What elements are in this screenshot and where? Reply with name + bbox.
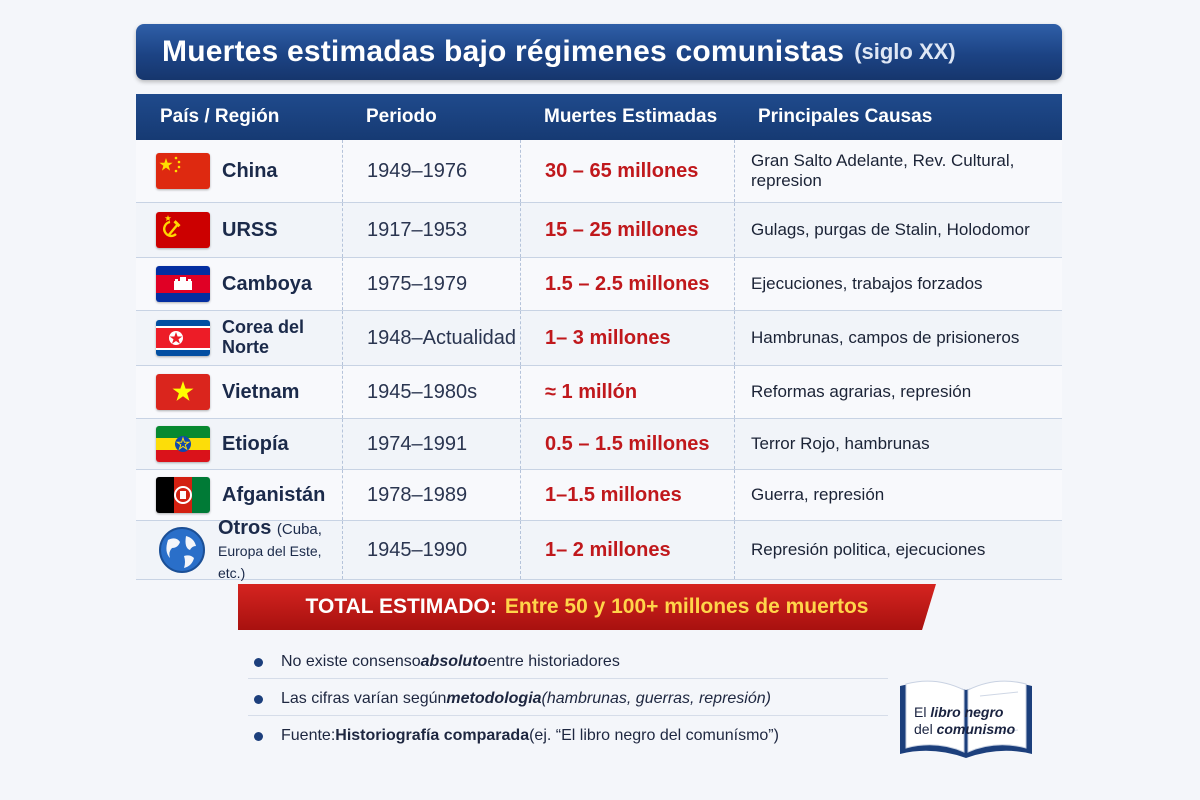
table-row: Camboya 1975–1979 1.5 – 2.5 millones Eje…: [136, 258, 1062, 311]
causes-value: Represión politica, ejecuciones: [751, 539, 986, 559]
bullet-icon: [254, 731, 263, 741]
country-name: Vietnam: [222, 381, 300, 403]
country-name: Afganistán: [222, 484, 326, 506]
note-emphasis: metodologia: [446, 690, 542, 707]
period-value: 1917–1953: [367, 218, 468, 241]
list-item: Las cifras varían según metodologia (ham…: [248, 683, 888, 716]
note-text: Fuente:: [281, 727, 336, 744]
period-value: 1978–1989: [367, 483, 468, 506]
causes-value: Gran Salto Adelante, Rev. Cultural, repr…: [751, 150, 1015, 190]
table-row: Etiopía 1974–1991 0.5 – 1.5 millones Ter…: [136, 419, 1062, 470]
country-name: URSS: [222, 219, 278, 241]
deaths-value: 1– 3 millones: [545, 326, 671, 349]
book-icon: El libro negro del comunismo: [896, 676, 1036, 764]
deaths-value: 1.5 – 2.5 millones: [545, 272, 710, 295]
period-value: 1975–1979: [367, 272, 468, 295]
causes-value: Terror Rojo, hambrunas: [751, 433, 930, 453]
page-title: Muertes estimadas bajo régimenes comunis…: [162, 35, 845, 68]
country-name: China: [222, 160, 278, 182]
bullet-icon: [254, 657, 263, 667]
note-text: No existe consenso: [281, 653, 421, 670]
table-row: Afganistán 1978–1989 1–1.5 millones Guer…: [136, 470, 1062, 521]
notes-list: No existe consenso absoluto entre histor…: [248, 646, 888, 756]
country-name-sub: (Cuba,: [276, 521, 322, 538]
table-row: URSS 1917–1953 15 – 25 millones Gulags, …: [136, 203, 1062, 258]
deaths-value: 1– 2 millones: [545, 538, 671, 561]
note-emphasis: absoluto: [420, 653, 488, 670]
header-period: Periodo: [366, 106, 437, 127]
note-text-end: entre historiadores: [487, 653, 620, 670]
deaths-value: 1–1.5 millones: [545, 483, 682, 506]
period-value: 1945–1980s: [367, 380, 478, 403]
deaths-value: ≈ 1 millón: [545, 380, 638, 403]
deaths-value: 15 – 25 millones: [545, 218, 699, 241]
period-value: 1949–1976: [367, 159, 468, 182]
note-text: Las cifras varían según: [281, 690, 447, 707]
causes-value: Ejecuciones, trabajos forzados: [751, 273, 983, 293]
book-title-line1: El: [914, 704, 931, 720]
book-title-em1: libro negro: [930, 704, 1004, 720]
header-deaths: Muertes Estimadas: [544, 106, 718, 127]
period-value: 1945–1990: [367, 538, 468, 561]
country-name: Corea del Norte: [222, 317, 305, 357]
north-korea-flag-icon: [156, 320, 210, 356]
country-name: Etiopía: [222, 433, 289, 455]
table-body: China 1949–1976 30 – 65 millones Gran Sa…: [136, 140, 1062, 581]
causes-value: Gulags, purgas de Stalin, Holodomor: [751, 219, 1030, 239]
cambodia-flag-icon: [156, 266, 210, 302]
table-row: Vietnam 1945–1980s ≈ 1 millón Reformas a…: [136, 366, 1062, 419]
deaths-value: 0.5 – 1.5 millones: [545, 432, 710, 455]
causes-value: Hambrunas, campos de prisioneros: [751, 327, 1020, 347]
country-name: Camboya: [222, 273, 313, 295]
country-name-main: Otros: [218, 517, 272, 539]
total-label: TOTAL ESTIMADO:: [305, 595, 497, 618]
afghanistan-flag-icon: [156, 477, 210, 513]
vietnam-flag-icon: [156, 374, 210, 410]
list-item: No existe consenso absoluto entre histor…: [248, 646, 888, 679]
header-causes: Principales Causas: [758, 106, 933, 127]
causes-value: Reformas agrarias, represión: [751, 381, 972, 401]
ussr-flag-icon: [156, 212, 210, 248]
note-emphasis: Historiografía comparada: [335, 727, 530, 744]
note-text-end: (ej. “El libro negro del comunísmo”): [529, 727, 779, 744]
table-row: Corea del Norte 1948–Actualidad 1– 3 mil…: [136, 311, 1062, 366]
bullet-icon: [254, 694, 263, 704]
deaths-table: País / Región Periodo Muertes Estimadas …: [136, 94, 1062, 581]
globe-icon: [158, 526, 206, 574]
period-value: 1948–Actualidad: [367, 326, 517, 349]
country-name: Otros (Cuba, Europa del Este, etc.): [218, 517, 342, 583]
total-value: Entre 50 y 100+ millones de muertos: [504, 595, 869, 618]
table-row: Otros (Cuba, Europa del Este, etc.) 1945…: [136, 517, 1062, 581]
period-value: 1974–1991: [367, 432, 468, 455]
ethiopia-flag-icon: [156, 426, 210, 462]
book-title-em2: comunismo: [936, 721, 1016, 737]
country-name-sub-2: Europa del Este, etc.): [218, 543, 322, 581]
causes-value: Guerra, represión: [751, 484, 885, 504]
header-country: País / Región: [160, 106, 280, 127]
china-flag-icon: [156, 153, 210, 189]
title-banner: Muertes estimadas bajo régimenes comunis…: [136, 24, 1062, 80]
book-title: El libro negro del comunismo: [914, 704, 1024, 738]
total-banner: TOTAL ESTIMADO: Entre 50 y 100+ millones…: [238, 584, 936, 630]
book-title-line2: del: [914, 721, 937, 737]
table-row: China 1949–1976 30 – 65 millones Gran Sa…: [136, 140, 1062, 203]
table-header: País / Región Periodo Muertes Estimadas …: [136, 94, 1062, 140]
page-subtitle: (siglo XX): [854, 39, 956, 64]
note-text-end: (hambrunas, guerras, represión): [541, 690, 771, 707]
list-item: Fuente: Historiografía comparada (ej. “E…: [248, 720, 888, 752]
deaths-value: 30 – 65 millones: [545, 159, 699, 182]
